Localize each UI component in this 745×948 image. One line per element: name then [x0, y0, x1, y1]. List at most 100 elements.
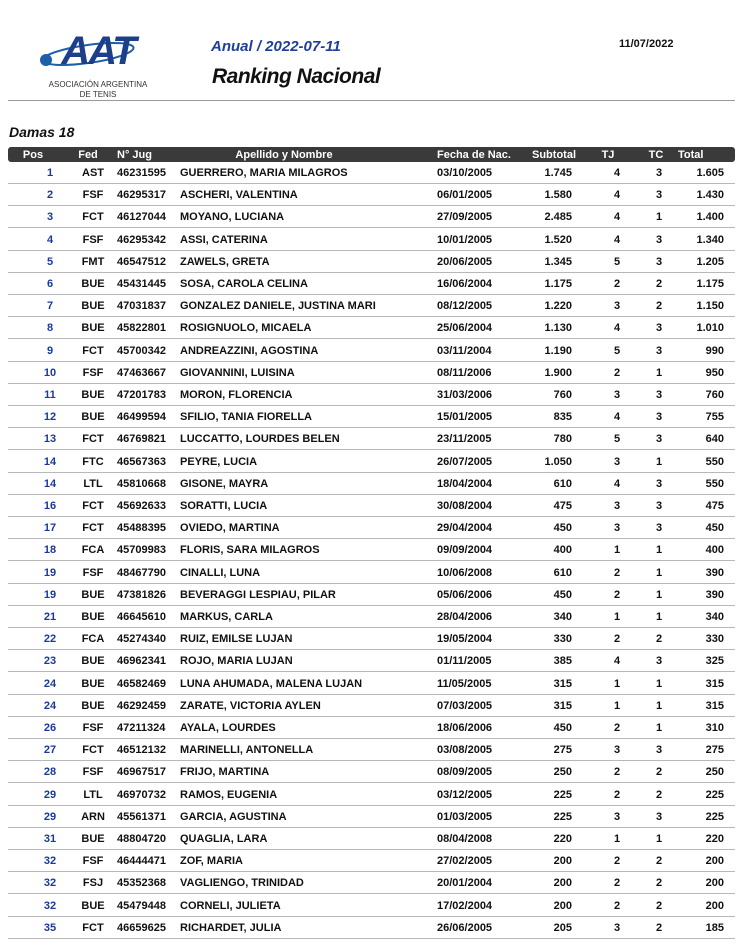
- cell-subtotal: 1.175: [544, 278, 572, 290]
- cell-pos: 9: [46, 344, 54, 357]
- cell-birth: 25/06/2004: [437, 322, 493, 335]
- cell-fed: FSF: [82, 366, 104, 379]
- cell-tc: 1: [655, 611, 663, 623]
- cell-jug: 46582469: [117, 677, 166, 690]
- cell-subtotal: 200: [553, 855, 572, 868]
- cell-name: FLORIS, SARA MILAGROS: [180, 544, 320, 557]
- cell-pos: 19: [43, 588, 57, 601]
- cell-pos: 27: [43, 744, 57, 757]
- cell-pos: 6: [46, 278, 54, 290]
- cell-fed: BUE: [81, 833, 105, 845]
- cell-tc: 3: [655, 255, 663, 268]
- cell-subtotal: 225: [553, 788, 572, 801]
- cell-birth: 27/02/2005: [437, 855, 493, 868]
- cell-pos: 23: [43, 655, 57, 668]
- cell-subtotal: 835: [553, 411, 572, 424]
- cell-pos: 5: [46, 255, 54, 268]
- cell-birth: 15/01/2005: [437, 411, 493, 424]
- cell-tj: 3: [613, 522, 621, 535]
- cell-tj: 2: [613, 788, 621, 801]
- cell-birth: 11/05/2005: [437, 677, 492, 690]
- cell-subtotal: 220: [553, 833, 572, 845]
- cell-subtotal: 225: [553, 810, 572, 823]
- header-cell: TC: [648, 149, 664, 161]
- cell-birth: 28/04/2006: [437, 611, 493, 623]
- cell-name: RICHARDET, JULIA: [180, 921, 282, 934]
- cell-pos: 24: [43, 677, 57, 690]
- cell-fed: FCA: [81, 544, 105, 557]
- cell-tc: 3: [655, 500, 663, 512]
- cell-tc: 1: [655, 722, 663, 734]
- cell-jug: 48804720: [117, 833, 166, 845]
- cell-jug: 46499594: [117, 411, 166, 424]
- cell-birth: 18/06/2006: [437, 722, 493, 734]
- cell-fed: BUE: [81, 899, 105, 912]
- cell-fed: BUE: [81, 389, 105, 401]
- cell-total: 950: [705, 366, 724, 379]
- cell-name: ROSIGNUOLO, MICAELA: [180, 322, 312, 335]
- cell-tj: 3: [613, 389, 621, 401]
- cell-pos: 22: [43, 633, 57, 646]
- cell-tc: 2: [655, 788, 663, 801]
- cell-total: 225: [705, 788, 724, 801]
- cell-total: 340: [705, 611, 724, 623]
- cell-fed: FSF: [82, 722, 104, 734]
- cell-fed: BUE: [81, 278, 105, 290]
- cell-tc: 3: [655, 411, 663, 424]
- cell-fed: FMT: [81, 255, 105, 268]
- cell-name: GISONE, MAYRA: [180, 477, 269, 490]
- cell-total: 250: [705, 766, 724, 779]
- cell-total: 475: [705, 500, 724, 512]
- header-cell: Pos: [22, 149, 44, 161]
- cell-name: CINALLI, LUNA: [180, 566, 261, 579]
- row-separator: [8, 405, 735, 406]
- cell-pos: 4: [46, 233, 54, 246]
- cell-fed: FCT: [82, 344, 104, 357]
- cell-subtotal: 1.345: [544, 255, 572, 268]
- cell-pos: 19: [43, 566, 57, 579]
- row-separator: [8, 338, 735, 340]
- row-separator: [8, 316, 735, 318]
- cell-fed: ARN: [81, 810, 105, 823]
- cell-pos: 11: [44, 389, 56, 401]
- cell-tc: 1: [655, 588, 663, 601]
- cell-subtotal: 205: [553, 921, 572, 934]
- cell-subtotal: 1.520: [544, 233, 572, 246]
- cell-tj: 1: [613, 544, 621, 557]
- header-cell: Fed: [78, 149, 98, 161]
- cell-name: MOYANO, LUCIANA: [180, 211, 285, 224]
- row-separator: [8, 183, 735, 184]
- logo-mark: AAT: [60, 29, 140, 73]
- cell-name: QUAGLIA, LARA: [180, 833, 268, 845]
- cell-jug: 47463667: [117, 366, 166, 379]
- cell-pos: 7: [46, 300, 54, 313]
- cell-fed: FCT: [82, 433, 104, 446]
- cell-total: 1.205: [696, 255, 724, 268]
- cell-tc: 1: [655, 566, 663, 579]
- cell-subtotal: 200: [553, 899, 572, 912]
- cell-tc: 2: [655, 766, 663, 779]
- cell-pos: 32: [43, 877, 57, 890]
- cell-jug: 46970732: [117, 788, 166, 801]
- cell-fed: BUE: [81, 588, 105, 601]
- cell-tj: 1: [613, 611, 621, 623]
- cell-tc: 1: [655, 455, 663, 468]
- cell-total: 1.175: [696, 278, 724, 290]
- cell-name: AYALA, LOURDES: [180, 722, 276, 734]
- cell-subtotal: 330: [553, 633, 572, 646]
- cell-birth: 23/11/2005: [437, 433, 492, 446]
- cell-pos: 18: [43, 544, 57, 557]
- cell-name: MARINELLI, ANTONELLA: [180, 744, 314, 757]
- cell-subtotal: 610: [553, 566, 572, 579]
- cell-name: LUCCATTO, LOURDES BELEN: [180, 433, 340, 446]
- cell-subtotal: 1.050: [544, 455, 572, 468]
- cell-total: 315: [705, 677, 724, 690]
- cell-name: BEVERAGGI LESPIAU, PILAR: [180, 588, 336, 601]
- cell-tj: 3: [613, 455, 621, 468]
- row-separator: [8, 871, 735, 873]
- cell-birth: 08/04/2008: [437, 833, 493, 845]
- cell-total: 400: [705, 544, 724, 557]
- cell-total: 1.605: [696, 167, 724, 179]
- cell-pos: 29: [43, 788, 57, 801]
